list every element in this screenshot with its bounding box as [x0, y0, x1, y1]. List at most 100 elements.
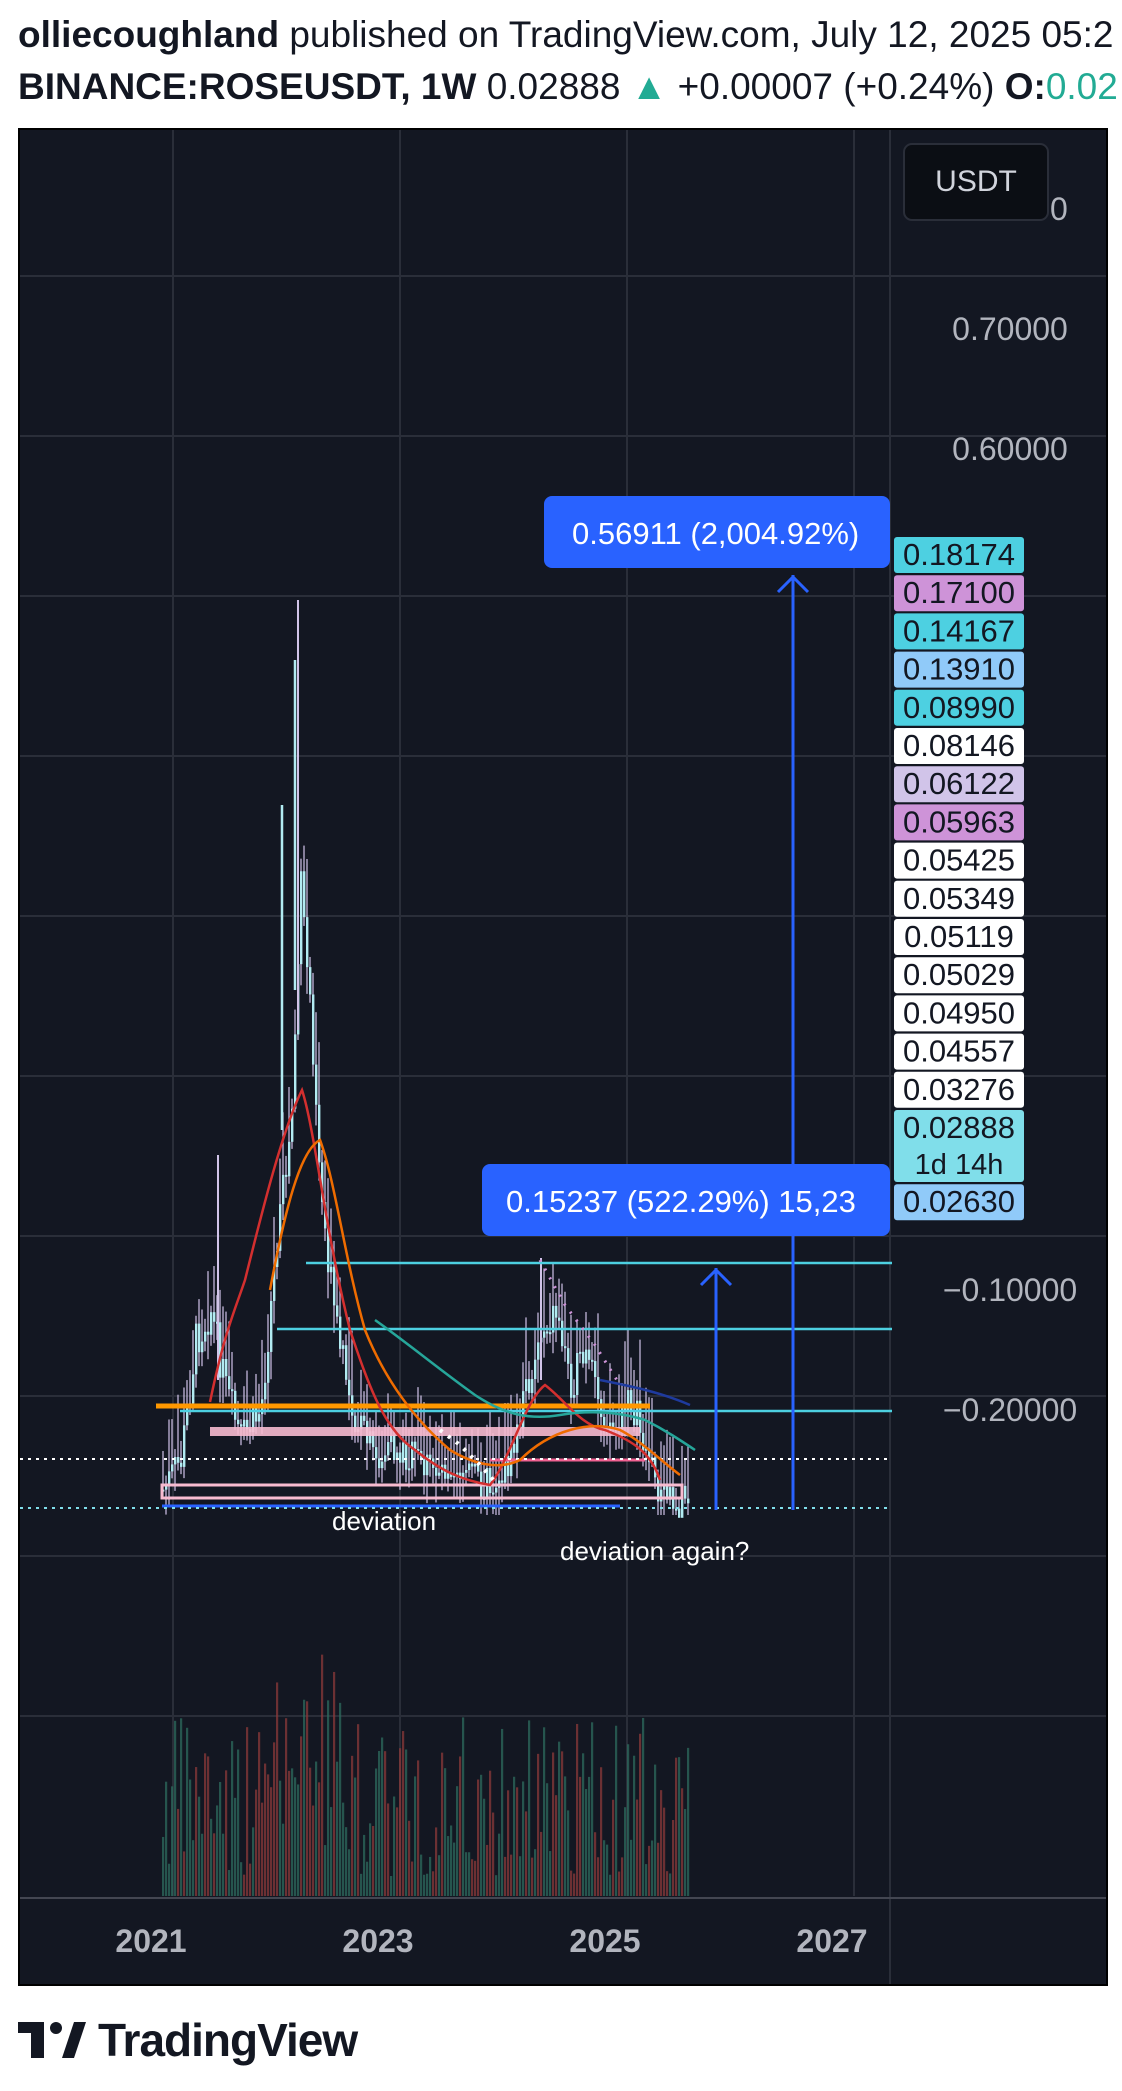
candle-body — [384, 1455, 387, 1462]
volume-bar — [180, 1718, 183, 1896]
candle-body — [177, 1457, 180, 1463]
volume-bar — [564, 1776, 567, 1896]
candle-body — [390, 1435, 393, 1443]
price-label-value: 0.05349 — [903, 881, 1015, 916]
price-label-box — [894, 804, 1024, 841]
price-label-value: 0.04950 — [903, 995, 1015, 1030]
volume-bar — [171, 1786, 174, 1896]
volume-bar — [276, 1682, 279, 1896]
tradingview-logo[interactable]: TradingView — [18, 2014, 358, 2066]
candle-body — [555, 1305, 558, 1318]
candle-body — [645, 1448, 648, 1451]
volume-bar — [348, 1849, 351, 1896]
moving-averages — [208, 1086, 696, 1487]
candle-body — [516, 1424, 519, 1453]
volume-bar — [351, 1755, 354, 1896]
price-label-box — [894, 728, 1024, 764]
volume-bar — [312, 1805, 315, 1896]
candle-body — [657, 1477, 660, 1502]
x-axis-tick-label: 2021 — [115, 1923, 186, 1959]
volume-bar — [576, 1723, 579, 1896]
y-axis-tick-label: −0.20000 — [943, 1392, 1077, 1428]
volume-bar — [648, 1845, 651, 1896]
volume-bar — [660, 1790, 663, 1896]
price-label-box — [894, 766, 1024, 803]
price-change: +0.00007 (+0.24%) — [677, 66, 995, 107]
candle-body — [201, 1341, 204, 1353]
volume-bar — [381, 1737, 384, 1896]
price-label-value: 0.14167 — [903, 613, 1015, 648]
currency-button[interactable]: USDT — [903, 143, 1049, 221]
candle-body — [360, 1415, 363, 1430]
volume-bar — [432, 1871, 435, 1896]
price-label-value: 0.05963 — [903, 804, 1015, 839]
candle-body — [255, 1405, 258, 1422]
volume-bar — [606, 1844, 609, 1896]
candles — [162, 600, 690, 1518]
candle-body — [288, 1141, 291, 1177]
candle-body — [252, 1405, 255, 1433]
candle-body — [243, 1419, 246, 1427]
volume-bar — [666, 1871, 669, 1896]
volume-bar — [486, 1844, 489, 1896]
volume-bar — [615, 1725, 618, 1896]
candle-body — [435, 1467, 438, 1476]
author-name[interactable]: olliecoughland — [18, 14, 280, 55]
volume-bar — [288, 1770, 291, 1896]
volume-bar — [612, 1799, 615, 1896]
candle-body — [192, 1374, 195, 1404]
volume-bar — [681, 1788, 684, 1896]
volume-bar — [285, 1718, 288, 1896]
price-label-value: 0.08146 — [903, 728, 1015, 763]
x-axis-tick-label: 2025 — [569, 1923, 640, 1959]
volume-bar — [258, 1732, 261, 1896]
volume-bar — [504, 1856, 507, 1896]
volume-bar — [345, 1827, 348, 1896]
price-label-value: 0.03276 — [903, 1072, 1015, 1107]
volume-bar — [561, 1751, 564, 1896]
candle-body — [477, 1464, 480, 1472]
y-axis-tick-label: −0.10000 — [943, 1272, 1077, 1308]
volume-bar — [546, 1783, 549, 1896]
volume-bar — [267, 1774, 270, 1896]
volume-bar — [519, 1856, 522, 1896]
volume-bar — [243, 1874, 246, 1896]
candle-body — [501, 1480, 504, 1483]
candle-body — [675, 1508, 678, 1511]
candle-body — [321, 1162, 324, 1203]
volume-bar — [168, 1863, 171, 1896]
chart-svg[interactable]: 0.800000.700000.60000−0.10000−0.20000202… — [20, 130, 1106, 1984]
volume-bar — [687, 1747, 690, 1896]
chart-panel[interactable]: 0.800000.700000.60000−0.10000−0.20000202… — [18, 128, 1108, 1986]
price-label-box — [894, 1184, 1024, 1221]
measure-tool-bottom[interactable] — [482, 1164, 890, 1510]
x-axis-tick-label: 2027 — [796, 1923, 867, 1959]
open-value: 0.02 — [1045, 66, 1118, 107]
candle-body — [648, 1448, 651, 1463]
candle-body — [291, 1108, 294, 1142]
price-label-value: 0.05029 — [903, 957, 1015, 992]
candle-body — [573, 1394, 576, 1398]
volume-bar — [582, 1753, 585, 1896]
volume-bar — [387, 1803, 390, 1896]
volume-bar — [555, 1795, 558, 1896]
volume-bar — [372, 1826, 375, 1896]
volume-bar — [402, 1731, 405, 1896]
candle-body — [426, 1454, 429, 1476]
candle-body — [687, 1498, 690, 1504]
volume-bar — [567, 1810, 570, 1896]
candle-body — [393, 1435, 396, 1460]
price-label-value: 0.02630 — [903, 1184, 1015, 1219]
candle-body — [612, 1422, 615, 1428]
price-label-value: 0.04557 — [903, 1034, 1015, 1069]
volume-bar — [360, 1873, 363, 1896]
candle-body — [447, 1473, 450, 1479]
measure-tool-top[interactable] — [544, 496, 890, 1510]
candle-body — [537, 1342, 540, 1360]
price-label-box — [894, 689, 1024, 726]
volume-bar — [261, 1802, 264, 1896]
candle-body — [417, 1449, 420, 1452]
volume-bar — [465, 1852, 468, 1896]
volume-bar — [228, 1870, 231, 1896]
volume-bar — [195, 1767, 198, 1896]
